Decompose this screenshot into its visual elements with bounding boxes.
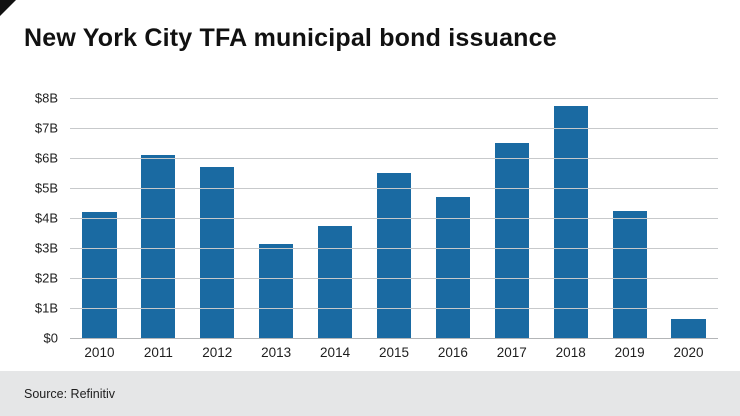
bar-slot [129,98,188,338]
y-tick-label: $7B [34,120,58,136]
bar-slot [423,98,482,338]
bar-slot [70,98,129,338]
bar-2010 [82,212,117,338]
bar-2015 [376,173,412,338]
y-tick-label: $2B [34,270,58,286]
bar-slot [600,98,659,338]
bar-2020 [671,318,706,338]
plot-area: 2010 2011 2012 2013 2014 2015 2016 2017 2018 2019… [70,98,718,360]
bar-2019 [612,210,647,338]
source-text: Source: Refinitiv [24,386,116,401]
bar-2013 [259,243,294,338]
x-tick-label: 2015 [378,345,409,360]
x-tick-label: 2013 [261,345,292,360]
y-tick-label: $3B [34,240,58,256]
bar-slot [365,98,424,338]
bar-2018 [553,105,588,338]
y-axis-labels: $0 $1B $2B $3B $4B $5B $6B $7B $8B [22,91,66,346]
bar-slot [541,98,600,338]
x-tick-label: 2020 [673,345,704,360]
chart-title: New York City TFA municipal bond issuanc… [24,24,557,52]
x-tick-label: 2018 [555,345,586,360]
x-tick-label: 2010 [84,345,115,360]
bar-2016 [435,197,470,338]
y-tick-label: $8B [34,90,58,106]
x-tick-label: 2012 [202,345,233,360]
bar-slot [247,98,306,338]
y-tick-label: $1B [34,300,58,316]
gridline [70,278,718,279]
bars [70,98,718,338]
y-tick-label: $4B [34,210,58,226]
gridline [70,218,718,219]
footer-bar: Source: Refinitiv [0,371,740,416]
bar-slot [306,98,365,338]
y-tick-label: $5B [34,180,58,196]
corner-mark [0,0,16,16]
gridline [70,158,718,159]
bar-slot [659,98,718,338]
bar-slot [188,98,247,338]
x-tick-label: 2017 [496,345,527,360]
y-tick-label: $0 [43,330,58,346]
x-axis-labels: 2010 2011 2012 2013 2014 2015 2016 2017 2018 2019… [70,345,718,360]
gridline [70,248,718,249]
bar-chart: $0 $1B $2B $3B $4B $5B $6B $7B $8B 2010 2011 2012 2… [22,91,718,360]
x-tick-label: 2016 [437,345,468,360]
gridline [70,188,718,189]
gridline [70,308,718,309]
bar-slot [482,98,541,338]
x-tick-label: 2019 [614,345,645,360]
gridline [70,338,718,339]
y-tick-label: $6B [34,150,58,166]
gridline [70,128,718,129]
gridline [70,98,718,99]
bar-2011 [141,155,176,338]
bar-2014 [318,225,353,338]
x-tick-label: 2014 [320,345,351,360]
bar-2012 [200,167,235,338]
bar-2017 [494,143,529,338]
x-tick-label: 2011 [143,345,173,360]
